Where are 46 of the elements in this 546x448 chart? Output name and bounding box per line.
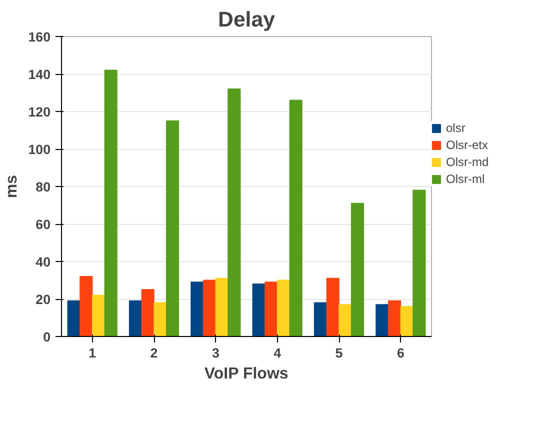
bar — [141, 289, 154, 336]
y-tick-label: 40 — [36, 254, 51, 270]
y-axis-title: ms — [3, 174, 20, 198]
x-tick-label: 1 — [88, 346, 97, 360]
y-tick-label: 160 — [28, 30, 51, 44]
bar — [92, 294, 106, 336]
y-tick-label: 120 — [28, 104, 51, 120]
y-tick-label: 140 — [28, 67, 51, 82]
bar — [338, 304, 352, 336]
y-tick-label: 20 — [36, 292, 51, 307]
bar — [190, 282, 204, 336]
x-axis-title: VoIP Flows — [204, 366, 288, 382]
legend-label: Olsr-md — [446, 155, 489, 169]
bar — [388, 300, 402, 336]
y-tick-label: 100 — [28, 142, 51, 157]
bar — [166, 120, 180, 336]
x-tick-label: 5 — [335, 346, 344, 360]
legend-label: Olsr-etx — [446, 138, 488, 152]
bar — [154, 302, 167, 336]
y-tick-label: 60 — [36, 217, 51, 232]
bar — [80, 276, 93, 336]
legend-label: Olsr-ml — [446, 172, 485, 186]
x-tick-label: 6 — [396, 346, 404, 360]
bar — [376, 304, 389, 336]
y-tick-label: 80 — [36, 180, 51, 194]
bar — [400, 306, 414, 336]
bar — [326, 278, 340, 336]
chart-title: Delay — [218, 8, 276, 32]
bar — [276, 280, 290, 336]
bar — [104, 70, 118, 336]
y-tick-label: 0 — [43, 330, 51, 344]
bar — [228, 88, 241, 336]
x-tick-label: 3 — [212, 346, 220, 360]
bar — [412, 190, 426, 336]
bar — [289, 100, 302, 336]
x-tick-label: 2 — [150, 346, 158, 360]
bar — [314, 302, 328, 336]
bar — [128, 300, 142, 336]
bar — [252, 284, 266, 336]
legend-label: olsr — [446, 121, 466, 135]
bar — [350, 202, 364, 336]
x-tick-label: 4 — [274, 346, 282, 360]
bar — [215, 278, 228, 336]
bar — [67, 300, 80, 336]
bar — [202, 280, 216, 336]
bar — [264, 282, 278, 336]
